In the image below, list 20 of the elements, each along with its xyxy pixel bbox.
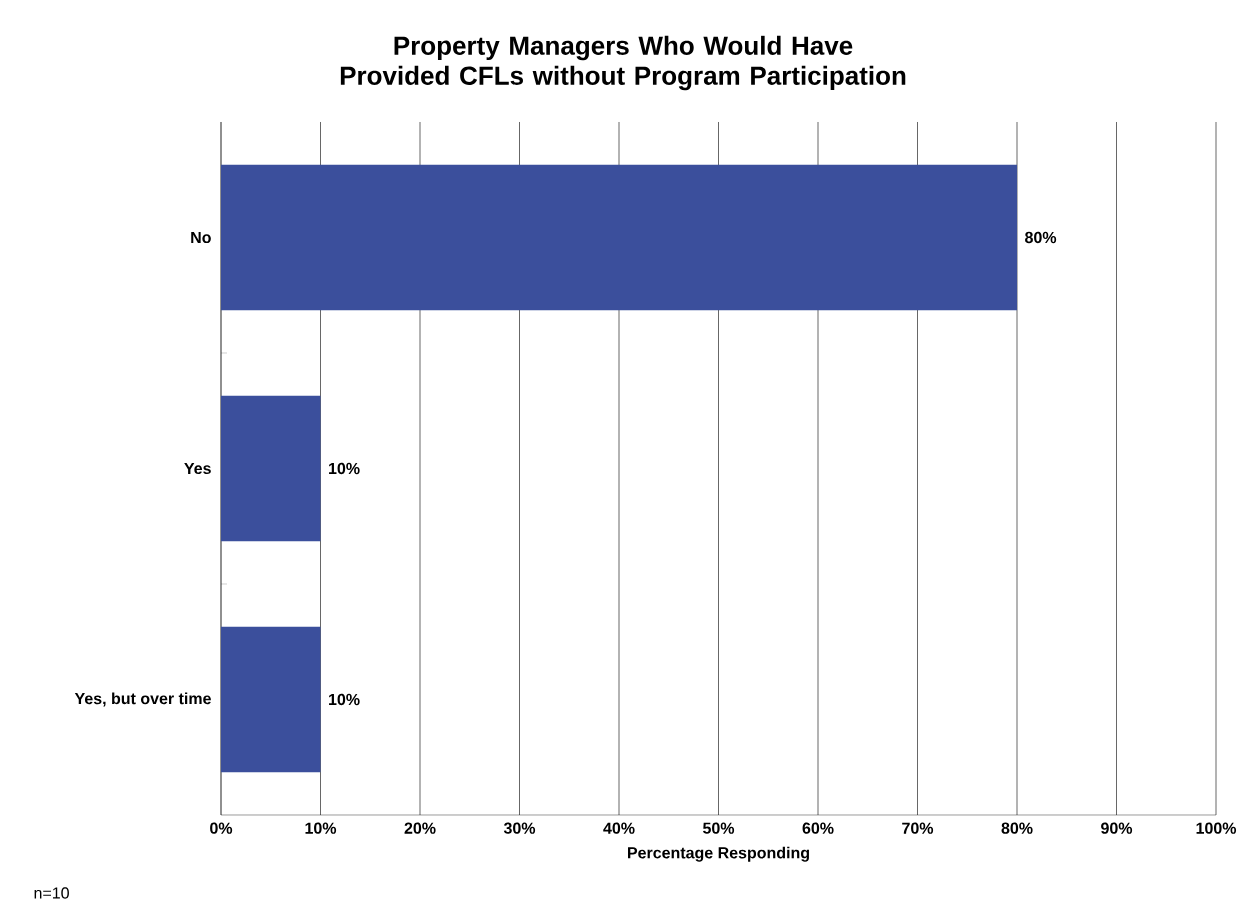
text: n=10 bbox=[34, 887, 69, 899]
x-tick-label: 70% bbox=[902, 822, 934, 834]
x-tick-label: 20% bbox=[404, 822, 436, 834]
data-label: 80% bbox=[1025, 231, 1057, 244]
x-tick-label: 30% bbox=[503, 822, 536, 834]
x-axis-title: Percentage Responding bbox=[628, 846, 809, 862]
x-tick-label: 100% bbox=[1196, 822, 1237, 834]
y-tick-label: Yes bbox=[184, 462, 211, 475]
y-tick-label: Yes, but over time bbox=[74, 692, 211, 707]
x-tick-label: 50% bbox=[703, 822, 735, 834]
x-tick-label: 10% bbox=[305, 822, 337, 834]
data-label: 10% bbox=[329, 693, 360, 706]
chart-title: Property Managers Who Would Have Provided CFLs without Program Participation bbox=[340, 35, 906, 91]
data-label: 10% bbox=[329, 462, 360, 475]
x-tick-label: 60% bbox=[802, 822, 834, 834]
y-tick-label: No bbox=[191, 231, 211, 244]
x-tick-label: 80% bbox=[1001, 822, 1033, 834]
x-tick-label: 0% bbox=[210, 822, 233, 834]
x-tick-label: 40% bbox=[603, 822, 635, 834]
x-tick-label: 90% bbox=[1101, 822, 1133, 834]
